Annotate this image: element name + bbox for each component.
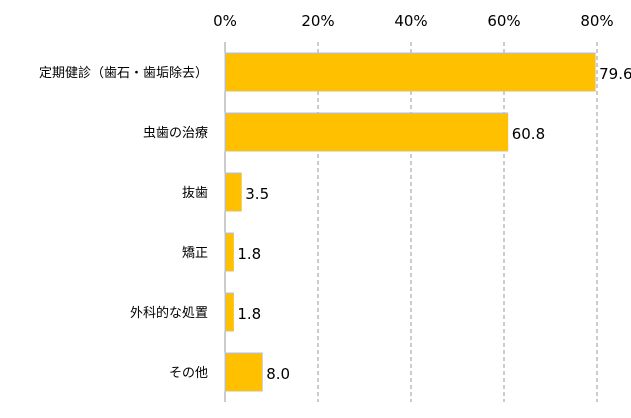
x-tick-label: 20% bbox=[301, 12, 334, 30]
category-label: その他 bbox=[169, 366, 208, 381]
bar bbox=[224, 352, 263, 392]
data-label: 1.8 bbox=[237, 245, 261, 263]
category-label: 外科的な処置 bbox=[130, 305, 208, 321]
data-label: 3.5 bbox=[245, 185, 269, 203]
bar bbox=[224, 172, 242, 212]
category-label: 虫歯の治療 bbox=[143, 126, 208, 141]
data-label: 60.8 bbox=[512, 125, 545, 143]
category-label: 定期健診（歯石・歯垢除去） bbox=[39, 65, 208, 81]
bar bbox=[224, 112, 509, 152]
x-tick-label: 0% bbox=[213, 12, 237, 30]
data-label: 8.0 bbox=[266, 365, 290, 383]
bar bbox=[224, 232, 234, 272]
category-label: 抜歯 bbox=[182, 185, 208, 201]
bar bbox=[224, 292, 234, 332]
category-label: 矯正 bbox=[182, 246, 208, 261]
data-label: 79.6 bbox=[599, 65, 631, 83]
x-tick-label: 80% bbox=[580, 12, 613, 30]
data-label: 1.8 bbox=[237, 305, 261, 323]
x-tick-label: 40% bbox=[394, 12, 427, 30]
x-tick-label: 60% bbox=[487, 12, 520, 30]
bar bbox=[224, 52, 596, 92]
